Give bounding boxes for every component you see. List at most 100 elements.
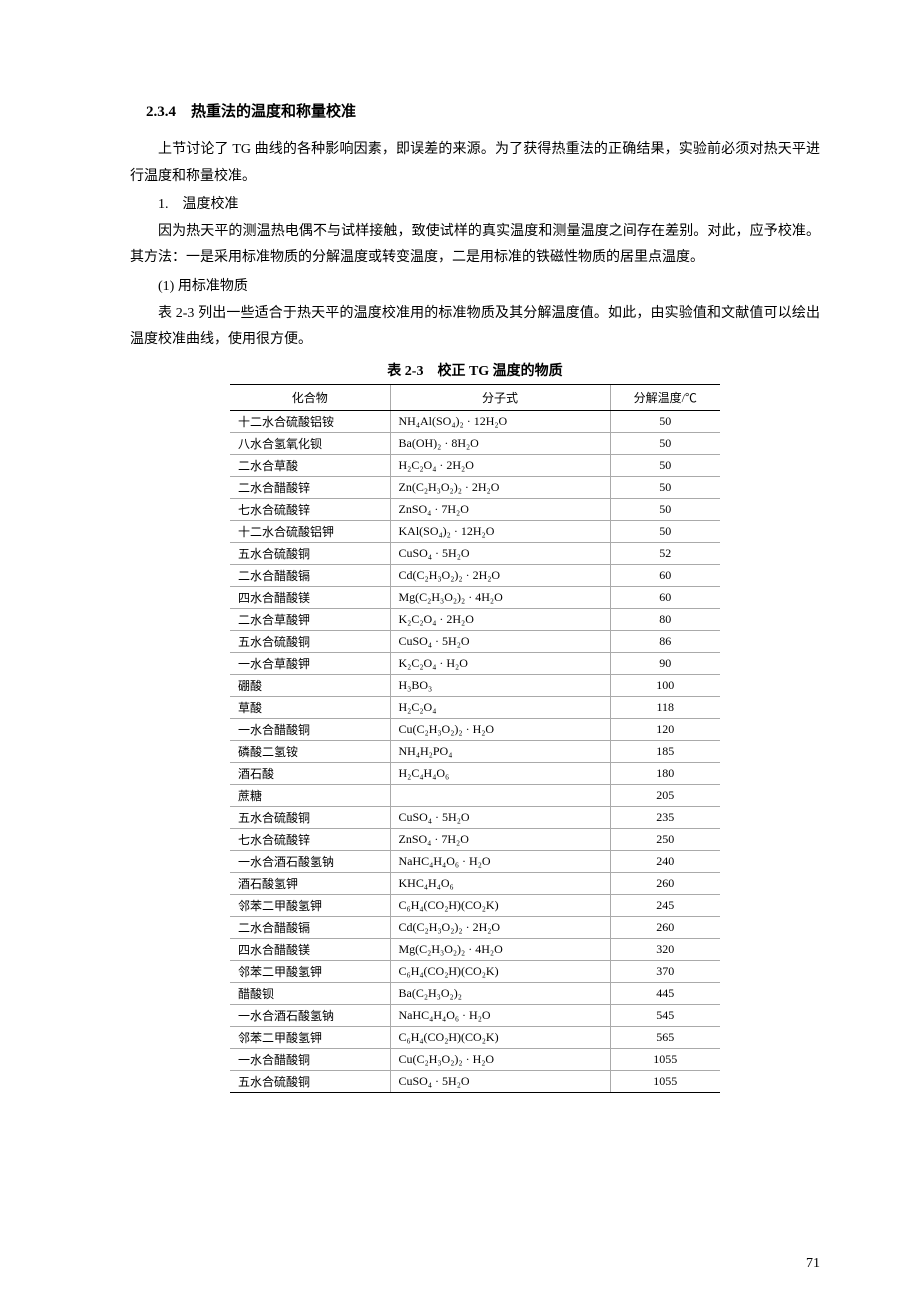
cell-temp: 545 bbox=[610, 1004, 720, 1026]
table-row: 十二水合硫酸铝铵NH₄Al(SO₄)₂ · 12H₂O50 bbox=[230, 410, 720, 432]
cell-temp: 60 bbox=[610, 564, 720, 586]
calibration-table: 化合物 分子式 分解温度/℃ 十二水合硫酸铝铵NH₄Al(SO₄)₂ · 12H… bbox=[230, 384, 720, 1093]
header-compound: 化合物 bbox=[230, 384, 390, 410]
cell-formula: Mg(C₂H₃O₂)₂ · 4H₂O bbox=[390, 938, 610, 960]
cell-temp: 445 bbox=[610, 982, 720, 1004]
cell-formula: C₆H₄(CO₂H)(CO₂K) bbox=[390, 1026, 610, 1048]
cell-compound: 二水合醋酸锌 bbox=[230, 476, 390, 498]
cell-formula: CuSO₄ · 5H₂O bbox=[390, 542, 610, 564]
table-row: 一水合酒石酸氢钠NaHC₄H₄O₆ · H₂O545 bbox=[230, 1004, 720, 1026]
cell-temp: 1055 bbox=[610, 1070, 720, 1092]
cell-temp: 240 bbox=[610, 850, 720, 872]
cell-temp: 50 bbox=[610, 476, 720, 498]
cell-compound: 二水合醋酸镉 bbox=[230, 916, 390, 938]
paragraph-1: 上节讨论了 TG 曲线的各种影响因素，即误差的来源。为了获得热重法的正确结果，实… bbox=[130, 137, 820, 190]
cell-temp: 86 bbox=[610, 630, 720, 652]
cell-formula: Cu(C₂H₃O₂)₂ · H₂O bbox=[390, 718, 610, 740]
table-row: 二水合醋酸镉Cd(C₂H₃O₂)₂ · 2H₂O260 bbox=[230, 916, 720, 938]
paragraph-2: 因为热天平的测温热电偶不与试样接触，致使试样的真实温度和测量温度之间存在差别。对… bbox=[130, 219, 820, 272]
table-row: 邻苯二甲酸氢钾C₆H₄(CO₂H)(CO₂K)370 bbox=[230, 960, 720, 982]
cell-temp: 52 bbox=[610, 542, 720, 564]
cell-formula: Cd(C₂H₃O₂)₂ · 2H₂O bbox=[390, 916, 610, 938]
cell-formula bbox=[390, 784, 610, 806]
cell-compound: 磷酸二氢铵 bbox=[230, 740, 390, 762]
cell-formula: Mg(C₂H₃O₂)₂ · 4H₂O bbox=[390, 586, 610, 608]
cell-temp: 260 bbox=[610, 916, 720, 938]
cell-compound: 一水合酒石酸氢钠 bbox=[230, 850, 390, 872]
cell-temp: 320 bbox=[610, 938, 720, 960]
cell-compound: 硼酸 bbox=[230, 674, 390, 696]
cell-compound: 草酸 bbox=[230, 696, 390, 718]
table-row: 醋酸钡Ba(C₂H₃O₂)₂445 bbox=[230, 982, 720, 1004]
cell-formula: C₆H₄(CO₂H)(CO₂K) bbox=[390, 894, 610, 916]
cell-compound: 酒石酸氢钾 bbox=[230, 872, 390, 894]
cell-formula: H₂C₂O₄ · 2H₂O bbox=[390, 454, 610, 476]
cell-formula: KHC₄H₄O₆ bbox=[390, 872, 610, 894]
cell-temp: 120 bbox=[610, 718, 720, 740]
cell-compound: 酒石酸 bbox=[230, 762, 390, 784]
cell-formula: Cd(C₂H₃O₂)₂ · 2H₂O bbox=[390, 564, 610, 586]
cell-formula: NH₄Al(SO₄)₂ · 12H₂O bbox=[390, 410, 610, 432]
cell-temp: 205 bbox=[610, 784, 720, 806]
sub-item-1: (1) 用标准物质 bbox=[130, 274, 820, 301]
table-row: 二水合醋酸锌Zn(C₂H₃O₂)₂ · 2H₂O50 bbox=[230, 476, 720, 498]
cell-formula: H₂C₂O₄ bbox=[390, 696, 610, 718]
table-row: 一水合酒石酸氢钠NaHC₄H₄O₆ · H₂O240 bbox=[230, 850, 720, 872]
table-row: 五水合硫酸铜CuSO₄ · 5H₂O1055 bbox=[230, 1070, 720, 1092]
cell-formula: NaHC₄H₄O₆ · H₂O bbox=[390, 850, 610, 872]
cell-compound: 五水合硫酸铜 bbox=[230, 542, 390, 564]
cell-compound: 七水合硫酸锌 bbox=[230, 498, 390, 520]
cell-temp: 80 bbox=[610, 608, 720, 630]
table-row: 七水合硫酸锌ZnSO₄ · 7H₂O250 bbox=[230, 828, 720, 850]
cell-formula: Cu(C₂H₃O₂)₂ · H₂O bbox=[390, 1048, 610, 1070]
cell-temp: 180 bbox=[610, 762, 720, 784]
cell-compound: 八水合氢氧化钡 bbox=[230, 432, 390, 454]
table-row: 五水合硫酸铜CuSO₄ · 5H₂O86 bbox=[230, 630, 720, 652]
table-row: 酒石酸H₂C₄H₄O₆180 bbox=[230, 762, 720, 784]
cell-formula: KAl(SO₄)₂ · 12H₂O bbox=[390, 520, 610, 542]
cell-temp: 90 bbox=[610, 652, 720, 674]
paragraph-3: 表 2-3 列出一些适合于热天平的温度校准用的标准物质及其分解温度值。如此，由实… bbox=[130, 301, 820, 354]
cell-compound: 五水合硫酸铜 bbox=[230, 806, 390, 828]
table-row: 二水合醋酸镉Cd(C₂H₃O₂)₂ · 2H₂O60 bbox=[230, 564, 720, 586]
cell-compound: 十二水合硫酸铝铵 bbox=[230, 410, 390, 432]
table-row: 五水合硫酸铜CuSO₄ · 5H₂O52 bbox=[230, 542, 720, 564]
table-row: 草酸H₂C₂O₄118 bbox=[230, 696, 720, 718]
cell-compound: 二水合草酸钾 bbox=[230, 608, 390, 630]
header-formula: 分子式 bbox=[390, 384, 610, 410]
cell-formula: CuSO₄ · 5H₂O bbox=[390, 1070, 610, 1092]
cell-compound: 七水合硫酸锌 bbox=[230, 828, 390, 850]
cell-compound: 一水合酒石酸氢钠 bbox=[230, 1004, 390, 1026]
cell-compound: 四水合醋酸镁 bbox=[230, 586, 390, 608]
table-row: 八水合氢氧化钡Ba(OH)₂ · 8H₂O50 bbox=[230, 432, 720, 454]
cell-compound: 邻苯二甲酸氢钾 bbox=[230, 960, 390, 982]
table-row: 二水合草酸H₂C₂O₄ · 2H₂O50 bbox=[230, 454, 720, 476]
cell-temp: 60 bbox=[610, 586, 720, 608]
table-row: 磷酸二氢铵NH₄H₂PO₄185 bbox=[230, 740, 720, 762]
cell-compound: 邻苯二甲酸氢钾 bbox=[230, 894, 390, 916]
cell-temp: 245 bbox=[610, 894, 720, 916]
table-row: 硼酸H₃BO₃100 bbox=[230, 674, 720, 696]
cell-compound: 一水合醋酸铜 bbox=[230, 718, 390, 740]
cell-temp: 1055 bbox=[610, 1048, 720, 1070]
cell-formula: NH₄H₂PO₄ bbox=[390, 740, 610, 762]
section-heading: 2.3.4 热重法的温度和称量校准 bbox=[146, 100, 820, 121]
cell-formula: NaHC₄H₄O₆ · H₂O bbox=[390, 1004, 610, 1026]
cell-formula: Ba(OH)₂ · 8H₂O bbox=[390, 432, 610, 454]
table-row: 蔗糖205 bbox=[230, 784, 720, 806]
cell-formula: H₃BO₃ bbox=[390, 674, 610, 696]
cell-compound: 五水合硫酸铜 bbox=[230, 1070, 390, 1092]
cell-temp: 50 bbox=[610, 410, 720, 432]
cell-compound: 十二水合硫酸铝钾 bbox=[230, 520, 390, 542]
cell-temp: 250 bbox=[610, 828, 720, 850]
cell-temp: 565 bbox=[610, 1026, 720, 1048]
cell-temp: 185 bbox=[610, 740, 720, 762]
table-row: 五水合硫酸铜CuSO₄ · 5H₂O235 bbox=[230, 806, 720, 828]
header-temp: 分解温度/℃ bbox=[610, 384, 720, 410]
cell-compound: 醋酸钡 bbox=[230, 982, 390, 1004]
cell-compound: 二水合醋酸镉 bbox=[230, 564, 390, 586]
table-row: 四水合醋酸镁Mg(C₂H₃O₂)₂ · 4H₂O60 bbox=[230, 586, 720, 608]
cell-formula: Zn(C₂H₃O₂)₂ · 2H₂O bbox=[390, 476, 610, 498]
cell-formula: CuSO₄ · 5H₂O bbox=[390, 806, 610, 828]
cell-formula: ZnSO₄ · 7H₂O bbox=[390, 828, 610, 850]
